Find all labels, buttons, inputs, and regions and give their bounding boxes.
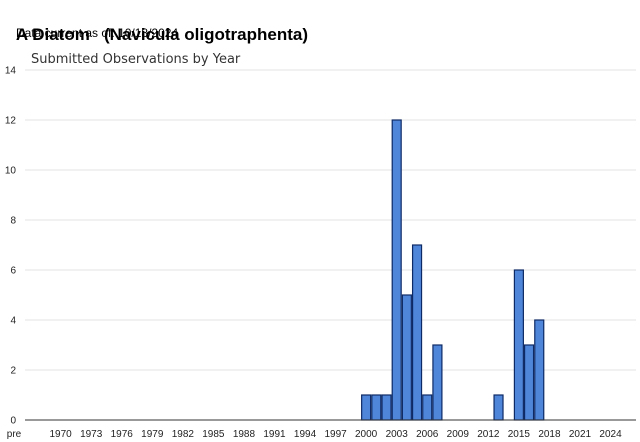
- y-tick-label: 6: [10, 266, 16, 277]
- x-tick-label: 1991: [263, 429, 286, 440]
- x-tick-label: 2012: [477, 429, 500, 440]
- x-tick-label: 1976: [111, 429, 134, 440]
- y-tick-label: 14: [5, 66, 17, 77]
- x-tick-label: 1997: [324, 429, 347, 440]
- x-tick-label: 1985: [202, 429, 225, 440]
- bar-2001: [371, 394, 382, 421]
- y-tick-label: 12: [5, 116, 17, 127]
- x-tick-label: 2015: [508, 429, 531, 440]
- bar-2015: [513, 269, 524, 421]
- data-current-line: Data current as of: 10/18/2024: [16, 26, 178, 40]
- bar-2000: [361, 394, 372, 421]
- bar-2005: [411, 244, 423, 421]
- x-tick-label: 2021: [569, 429, 592, 440]
- axis-layer: 0 2 4 6 8 10 12 14 pre 1970 1973 1976 1979 1982 1985 19…: [5, 66, 636, 440]
- y-tick-label: 8: [10, 216, 16, 227]
- x-tick-label: 1994: [294, 429, 317, 440]
- y-tick-label: 10: [5, 166, 17, 177]
- x-tick-label: 2024: [599, 429, 622, 440]
- x-tick-label: 1973: [80, 429, 103, 440]
- data-current-date: 10/18/2024: [118, 26, 179, 40]
- bar-2007: [432, 344, 443, 421]
- x-tick-label: 2000: [355, 429, 378, 440]
- x-tick-label: 1982: [172, 429, 195, 440]
- bar-2003: [391, 119, 402, 421]
- x-tick-label: 2003: [386, 429, 409, 440]
- bar-2002: [381, 394, 392, 421]
- bar-2004: [401, 294, 412, 421]
- species-title: A Diatom (Navicula oligotraphenta): [7, 5, 308, 45]
- x-tick-label: pre: [7, 429, 22, 440]
- x-tick-label: 1988: [233, 429, 256, 440]
- chart-title: Submitted Observations by Year: [31, 52, 241, 67]
- x-tick-label: 1970: [50, 429, 73, 440]
- bar-2017: [534, 319, 545, 421]
- species-title-text: A Diatom (Navicula oligotraphenta): [15, 25, 309, 44]
- x-tick-label: 2018: [538, 429, 561, 440]
- bar-2016: [523, 344, 535, 421]
- bar-2013: [493, 394, 504, 421]
- x-tick-label: 2006: [416, 429, 439, 440]
- y-tick-label: 0: [10, 416, 16, 427]
- y-tick-label: 4: [10, 316, 16, 327]
- grid-layer: [25, 69, 636, 371]
- data-current-label: Data current as of:: [16, 26, 115, 40]
- x-tick-label: 1979: [141, 429, 164, 440]
- x-tick-label: 2009: [447, 429, 470, 440]
- y-tick-label: 2: [10, 366, 16, 377]
- bar-2006: [422, 394, 433, 421]
